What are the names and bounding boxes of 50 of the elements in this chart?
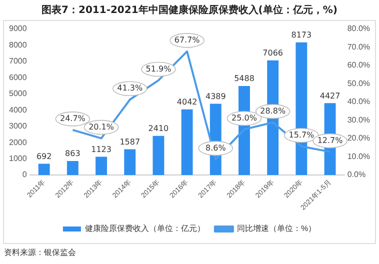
data-label: 8173: [291, 30, 312, 40]
bar: [96, 156, 107, 175]
data-label: 51.9%: [146, 64, 172, 74]
legend-label: 同比增速（单位：%）: [236, 224, 316, 234]
data-label: 863: [65, 149, 80, 158]
data-label: 692: [36, 152, 52, 161]
bar: [124, 149, 136, 175]
bar: [181, 109, 193, 175]
y-tick-label: 1000: [9, 154, 28, 163]
y2-tick-label: 30.0%: [347, 115, 370, 124]
y2-tick-label: 80.0%: [347, 24, 370, 34]
y-tick-label: 3000: [9, 122, 28, 131]
bar: [152, 136, 164, 175]
y-tick-label: 5000: [9, 89, 28, 98]
data-label: 15.7%: [288, 130, 315, 140]
y-tick-label: 4000: [9, 105, 28, 114]
chart-title: 图表7：2011-2021年中国健康保险原保费收入(单位：亿元，%): [40, 4, 338, 18]
data-label: 20.1%: [88, 122, 114, 132]
y-tick-label: 0: [22, 170, 28, 180]
y2-tick-label: 20.0%: [347, 134, 370, 143]
y2-tick-label: 50.0%: [347, 78, 370, 88]
data-label: 24.7%: [60, 114, 86, 123]
y-tick-label: 9000: [9, 24, 28, 34]
data-label: 12.7%: [317, 136, 344, 145]
data-label: 67.7%: [174, 36, 200, 45]
bar: [38, 164, 50, 175]
bar: [66, 160, 78, 175]
legend-label: 健康险原保费收入（单位：亿元）: [84, 224, 205, 234]
data-label: 4427: [320, 91, 340, 100]
data-label: 28.8%: [260, 106, 286, 116]
data-label: 41.3%: [117, 84, 143, 93]
y-tick-label: 2000: [9, 138, 28, 147]
text: 资料来源：银保监会: [3, 247, 77, 259]
y2-tick-label: 60.0%: [347, 60, 370, 70]
data-label: 1123: [91, 144, 112, 154]
data-label: 4042: [176, 98, 198, 107]
data-label: 1587: [120, 137, 140, 146]
y2-tick-label: 40.0%: [347, 97, 370, 106]
data-label: 5488: [234, 74, 254, 84]
data-label: 4389: [205, 92, 226, 101]
y2-tick-label: 70.0%: [347, 42, 370, 52]
y-tick-label: 6000: [9, 72, 28, 82]
data-label: 2410: [148, 124, 169, 133]
y-tick-label: 7000: [9, 56, 28, 66]
data-label: 8.6%: [205, 143, 226, 152]
data-label: 25.0%: [232, 113, 258, 122]
y2-tick-label: 0.0%: [347, 170, 366, 180]
data-label: 7066: [262, 48, 284, 58]
y2-tick-label: 10.0%: [347, 152, 370, 161]
y-tick-label: 8000: [9, 40, 28, 50]
